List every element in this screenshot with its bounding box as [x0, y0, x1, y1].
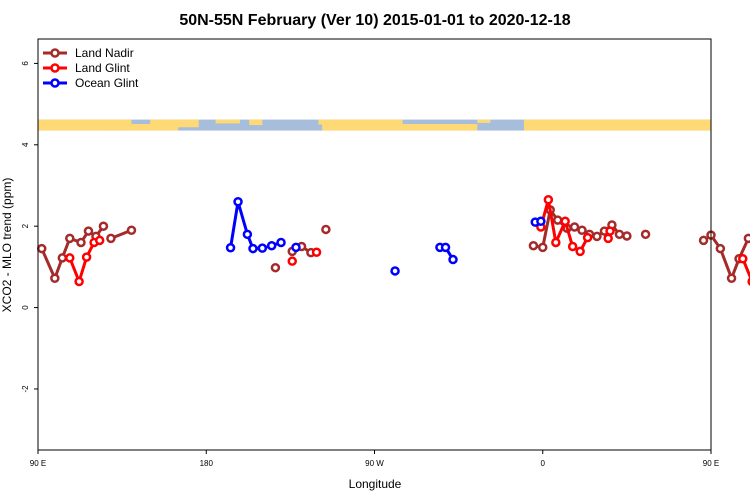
data-point	[106, 233, 116, 244]
y-tick-label: 2	[21, 223, 30, 228]
data-point	[582, 232, 593, 243]
data-point	[726, 273, 737, 284]
data-point	[81, 252, 92, 262]
data-point	[448, 254, 458, 265]
data-point	[94, 235, 105, 246]
data-point	[603, 233, 613, 244]
data-point	[225, 243, 236, 253]
data-point	[440, 242, 451, 253]
plot-area	[36, 194, 750, 287]
data-point	[36, 243, 47, 254]
data-point	[65, 253, 75, 263]
y-tick-label: -2	[21, 385, 30, 393]
data-point	[614, 229, 625, 240]
plot-border	[37, 38, 712, 451]
data-point	[50, 273, 60, 284]
x-tick-label: 90 E	[703, 459, 719, 468]
data-point	[126, 225, 137, 236]
legend-swatch-point	[50, 63, 60, 73]
y-axis: -2 0 2 4 6	[21, 61, 38, 393]
map-land	[249, 119, 263, 126]
data-point	[257, 243, 268, 253]
data-point	[65, 233, 75, 244]
data-point	[622, 231, 632, 241]
data-point	[266, 240, 277, 251]
map-land	[215, 119, 240, 124]
data-point	[248, 243, 258, 254]
x-tick-label: 90 W	[365, 459, 384, 468]
map-land	[318, 119, 403, 125]
x-tick-label: 90 E	[30, 459, 46, 468]
data-point	[233, 197, 243, 207]
data-point	[543, 194, 554, 205]
data-point	[577, 225, 587, 236]
data-point	[560, 216, 570, 227]
map-land	[103, 123, 179, 131]
data-point	[98, 221, 109, 231]
data-point	[287, 256, 297, 266]
data-point	[743, 233, 750, 244]
legend-swatch-point	[50, 48, 60, 58]
x-axis-label: Longitude	[349, 477, 402, 491]
data-point	[592, 231, 602, 242]
legend-item: Ocean Glint	[43, 76, 139, 90]
legend-item: Land Glint	[43, 61, 130, 75]
series-line	[741, 258, 750, 281]
map-land	[322, 123, 478, 131]
legend-label: Land Nadir	[75, 46, 134, 60]
map-land	[477, 119, 491, 123]
data-point	[76, 237, 86, 248]
map-land	[524, 119, 711, 131]
data-point	[536, 216, 546, 227]
data-point	[569, 222, 580, 232]
map-land	[150, 119, 199, 128]
y-tick-label: 6	[21, 61, 30, 66]
data-point	[552, 215, 563, 225]
legend-label: Land Glint	[75, 61, 130, 75]
data-point	[291, 242, 301, 253]
world-map-strip	[38, 119, 711, 131]
data-point	[575, 246, 585, 257]
data-point	[57, 253, 68, 263]
data-point	[551, 237, 561, 248]
data-point	[270, 262, 281, 273]
data-point	[528, 240, 539, 251]
data-point	[74, 276, 84, 287]
y-tick-label: 0	[21, 305, 30, 310]
map-land	[38, 119, 132, 131]
data-point	[276, 237, 286, 248]
legend-swatch-point	[50, 78, 60, 88]
legend-label: Ocean Glint	[75, 76, 139, 90]
legend-item: Land Nadir	[43, 46, 134, 60]
chart-title: 50N-55N February (Ver 10) 2015-01-01 to …	[179, 12, 570, 29]
y-axis-label: XCO2 - MLO trend (ppm)	[0, 178, 14, 313]
data-point	[538, 242, 548, 253]
x-tick-label: 180	[200, 459, 214, 468]
series-land-glint	[65, 194, 750, 287]
x-tick-label: 0	[541, 459, 546, 468]
data-point	[242, 229, 253, 240]
data-point	[567, 241, 578, 252]
data-point	[83, 226, 94, 236]
y-tick-label: 4	[21, 142, 30, 147]
series-ocean-glint	[225, 197, 546, 276]
map-land	[533, 126, 553, 131]
data-point	[715, 243, 726, 254]
data-point	[390, 266, 400, 276]
data-point	[738, 253, 748, 264]
data-point	[605, 226, 615, 236]
data-point	[640, 229, 651, 240]
data-point	[698, 235, 709, 246]
data-point	[321, 224, 331, 235]
x-axis: 90 E 180 90 W 0 90 E	[30, 450, 719, 468]
data-point	[311, 247, 322, 257]
series-line	[702, 233, 750, 283]
